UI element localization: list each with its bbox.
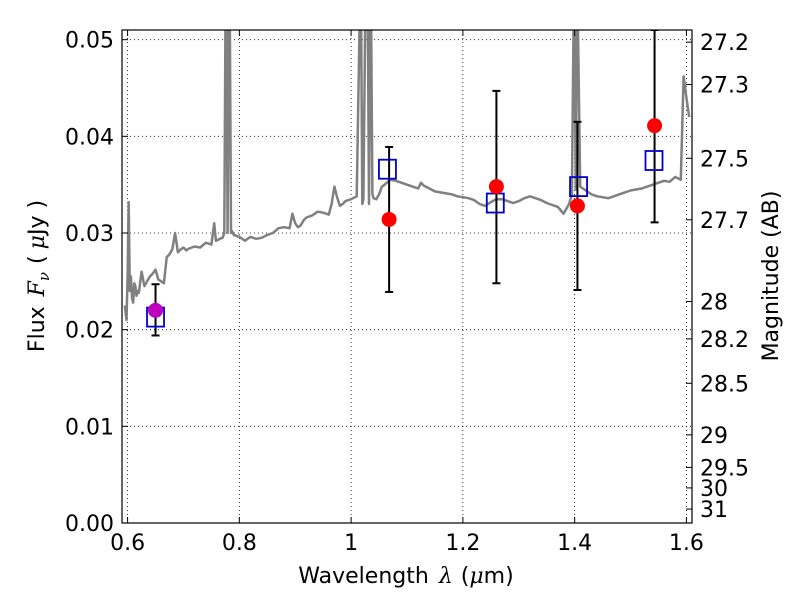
x-axis-label-prefix: Wavelength	[298, 564, 429, 589]
mag-tick-label: 27.2	[700, 31, 749, 56]
y-axis-label-prefix: Flux	[25, 306, 50, 352]
observed-point	[569, 198, 585, 214]
x-tick-label: 0.8	[222, 531, 257, 556]
y-axis-label-unit-rest: Jy )	[25, 200, 50, 237]
x-tick-label: 1.4	[557, 531, 592, 556]
plot-frame	[121, 29, 693, 524]
mag-tick-label: 28.2	[700, 328, 749, 353]
mag-tick-label: 28	[700, 291, 728, 316]
observed-point	[148, 302, 164, 318]
observed-point	[488, 179, 504, 195]
y-tick-label: 0.02	[65, 319, 114, 344]
y-tick-label: 0.00	[65, 512, 114, 537]
x-axis-label: Wavelength λ (μm)	[298, 564, 513, 589]
right-axis-label: Magnitude (AB)	[759, 191, 784, 362]
y-axis-label-unit-mu: μ	[25, 235, 50, 249]
x-tick-label: 0.6	[110, 531, 145, 556]
mag-tick-label: 27.3	[700, 74, 749, 99]
mag-tick-label: 31	[700, 498, 728, 523]
mag-tick-label: 30	[700, 477, 728, 502]
y-axis-label-symbol: F	[25, 280, 50, 297]
y-tick-label: 0.05	[65, 29, 114, 54]
spectrum-line	[123, 30, 691, 322]
x-tick-label: 1	[344, 531, 358, 556]
mag-tick-label: 27.5	[700, 147, 749, 172]
y-axis-label: Flux Fν ( μJy )	[25, 200, 53, 352]
y-tick-label: 0.04	[65, 125, 114, 150]
observed-point	[647, 118, 663, 134]
mag-tick-label: 27.7	[700, 209, 749, 234]
x-tick-label: 1.2	[445, 531, 480, 556]
points-layer	[146, 30, 664, 337]
x-tick-label: 1.6	[669, 531, 704, 556]
y-tick-label: 0.01	[65, 415, 114, 440]
x-axis-label-unit-mu: μ	[469, 564, 483, 589]
photometry-square	[569, 176, 588, 198]
x-axis-label-unit-rest: m)	[484, 564, 514, 589]
y-tick-label: 0.03	[65, 222, 114, 247]
mag-tick-label: 29.5	[700, 456, 749, 481]
x-axis-label-unit-open: (	[461, 564, 470, 589]
x-axis-label-symbol: λ	[438, 564, 453, 589]
spectrum-layer	[123, 30, 691, 322]
y-axis-label-subscript: ν	[35, 272, 53, 281]
photometry-square	[644, 150, 664, 171]
plot-background	[122, 30, 692, 523]
mag-tick-label: 29	[700, 424, 728, 449]
observed-point	[381, 211, 397, 227]
grid-lines	[122, 30, 692, 523]
mag-tick-label: 28.5	[700, 372, 749, 397]
y-axis-label-unit-open: (	[25, 255, 50, 264]
photometry-square	[378, 158, 397, 180]
ticks-layer: 0.6 0.8 1 1.2 1.4 1.6 0.00 0.01 0.02 0.03 0.04 0.05…	[65, 29, 749, 556]
